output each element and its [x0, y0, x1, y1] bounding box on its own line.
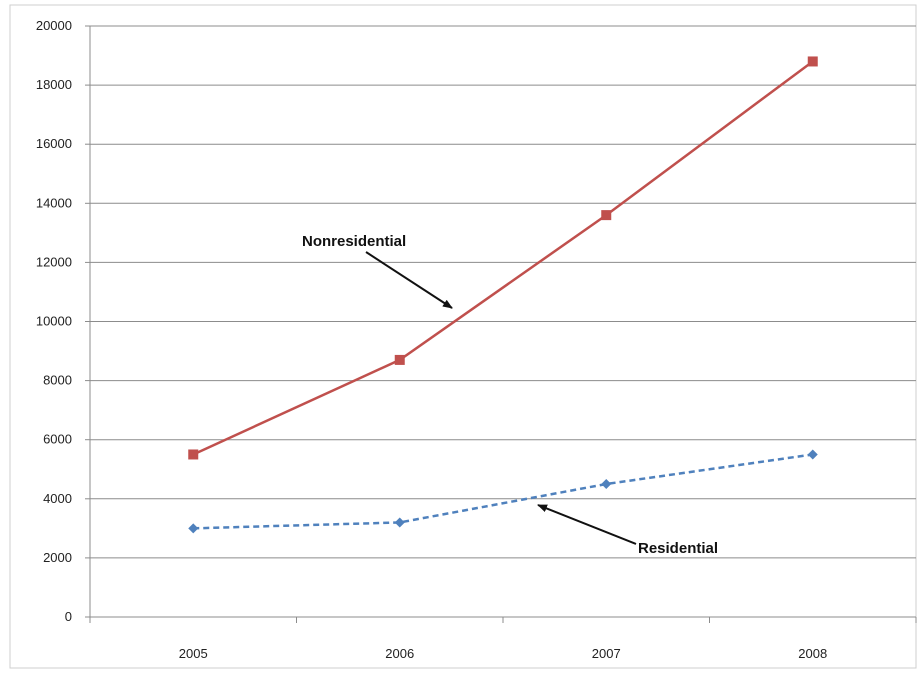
data-point-nonresidential — [601, 210, 612, 221]
chart-frame — [9, 4, 917, 669]
y-tick-label: 8000 — [43, 373, 72, 388]
y-tick-labels: 0 2000 4000 6000 8000 10000 12000 14000 16000 180… — [36, 18, 72, 624]
annotation-nonresidential-label: Nonresidential — [302, 233, 406, 250]
y-tick-label: 2000 — [43, 550, 72, 565]
annotation-nonresidential-arrow — [365, 251, 453, 309]
data-point-residential — [394, 517, 405, 528]
annotation-residential: Residential — [537, 504, 718, 557]
x-tick-labels: 2005 2006 2007 2008 — [179, 646, 827, 661]
y-tick-label: 14000 — [36, 195, 72, 210]
data-point-nonresidential — [394, 354, 405, 365]
series-line-residential — [193, 453, 813, 530]
data-point-residential — [188, 523, 199, 534]
y-tick-label: 12000 — [36, 254, 72, 269]
y-tick-label: 16000 — [36, 136, 72, 151]
series — [188, 56, 818, 534]
series-line-nonresidential — [192, 60, 814, 456]
x-tick-label: 2007 — [592, 646, 621, 661]
annotation-residential-label: Residential — [638, 540, 718, 557]
x-tick-label: 2006 — [385, 646, 414, 661]
data-point-nonresidential — [807, 56, 818, 67]
y-tick-label: 4000 — [43, 491, 72, 506]
y-tick-label: 18000 — [36, 77, 72, 92]
y-tick-label: 6000 — [43, 432, 72, 447]
x-tick-label: 2005 — [179, 646, 208, 661]
annotation-residential-arrow — [537, 504, 637, 545]
y-tick-label: 20000 — [36, 18, 72, 33]
annotation-nonresidential: Nonresidential — [302, 233, 453, 309]
data-point-residential — [807, 449, 818, 460]
data-point-nonresidential — [188, 449, 199, 460]
axes — [85, 25, 917, 623]
data-point-residential — [601, 479, 612, 490]
y-tick-label: 10000 — [36, 314, 72, 329]
y-tick-label: 0 — [65, 609, 72, 624]
x-tick-label: 2008 — [798, 646, 827, 661]
